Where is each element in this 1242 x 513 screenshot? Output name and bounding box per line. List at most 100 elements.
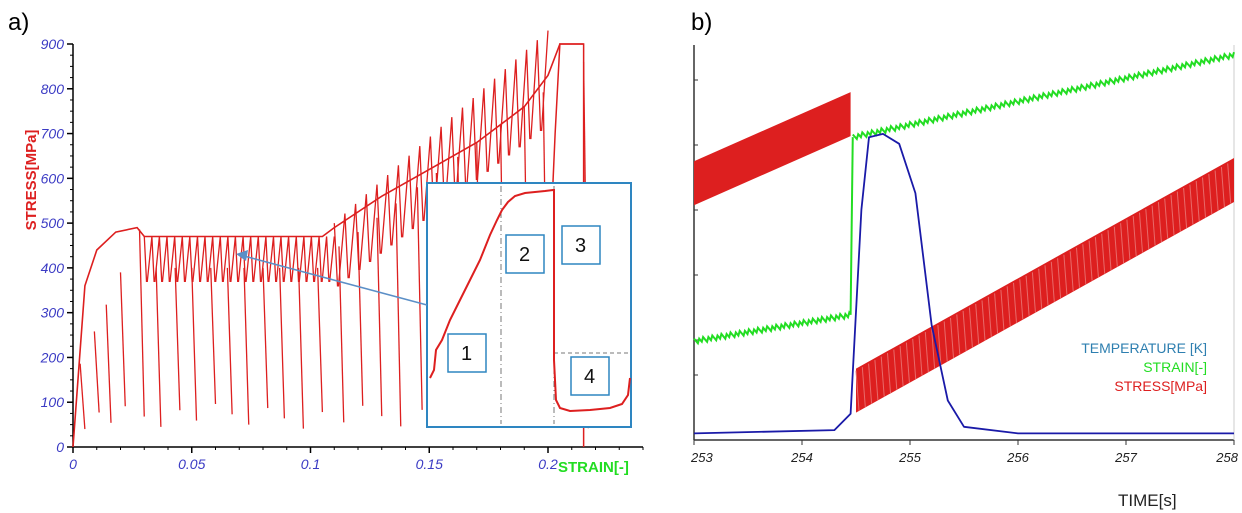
stress-noise [887, 353, 891, 394]
inset-box-2 [505, 234, 545, 274]
y-tick-label-a: 800 [41, 81, 65, 97]
stress-noise [1013, 282, 1017, 323]
y-tick-label-a: 100 [41, 394, 65, 410]
inset-label-1: 1 [461, 343, 472, 365]
stress-noise [861, 367, 866, 408]
unload-drop [155, 267, 162, 427]
stress-noise [1057, 258, 1062, 299]
stress-noise [924, 331, 929, 373]
inset-zoom: 1 2 3 4 [426, 182, 632, 428]
stress-noise [1220, 166, 1225, 208]
unload-drop [105, 304, 112, 423]
unload-drop [357, 232, 364, 406]
unload-drop [297, 267, 305, 429]
inset-pointer-line [243, 255, 428, 306]
unload-drop [243, 267, 250, 425]
y-tick-label-a: 900 [41, 36, 65, 52]
unload-drop [138, 229, 145, 417]
stress-noise [1038, 268, 1043, 309]
unload-drop [174, 267, 181, 411]
y-tick-label-a: 200 [40, 349, 65, 365]
stress-noise [931, 328, 936, 369]
unload-drop [119, 272, 126, 407]
x-tick-label-a: 0.2 [538, 456, 558, 472]
stress-noise [1025, 275, 1030, 316]
legend-stress: STRESS[MPa] [1114, 378, 1207, 394]
stress-noise [868, 363, 873, 404]
stress-noise [1101, 233, 1106, 274]
stress-noise [1189, 184, 1194, 225]
ticks-b: 253 254 255 256 257 258 [690, 79, 1239, 465]
unload-drop [278, 267, 286, 419]
stress-noise [1183, 188, 1188, 229]
stress-noise [880, 356, 885, 397]
unload-drop [316, 267, 324, 413]
time-history-chart: 253 254 255 256 257 258 TEMPERATURE [K] STRAI… [690, 45, 1239, 510]
stress-noise [1126, 219, 1131, 260]
y-tick-label-a: 300 [41, 305, 65, 321]
x-tick-label-b: 258 [1215, 450, 1238, 465]
x-tick-label-b: 255 [898, 450, 921, 465]
strain-line-before [693, 310, 852, 346]
stress-noise [956, 314, 961, 355]
ticks-a: 0 100 200 300 400 500 600 700 800 900 0 0.05 0.1 0.15… [40, 36, 644, 472]
unload-drop [338, 246, 345, 423]
inset-pointer-arrowhead [236, 250, 248, 261]
y-tick-label-a: 600 [41, 170, 65, 186]
stress-noise [981, 300, 986, 341]
stress-noise [994, 293, 999, 334]
stress-noise [1094, 237, 1099, 278]
y-axis-label-a: STRESS[MPa] [23, 130, 40, 231]
unload-drop [79, 363, 86, 430]
stress-noise [893, 349, 898, 390]
stress-noise [1107, 230, 1112, 271]
y-tick-label-a: 400 [41, 260, 65, 276]
stress-noise [1113, 226, 1118, 267]
stress-series-line [72, 43, 584, 448]
unload-drop [416, 187, 423, 410]
stress-noise [1176, 191, 1181, 232]
stress-noise [937, 324, 942, 366]
stress-noise [950, 317, 954, 358]
x-tick-label-b: 254 [790, 450, 813, 465]
inset-label-4: 4 [584, 366, 595, 388]
x-tick-label-b: 256 [1006, 450, 1029, 465]
y-tick-label-a: 0 [56, 439, 64, 455]
stress-noise [1000, 289, 1005, 330]
stress-noise [1151, 205, 1156, 246]
stress-noise [1139, 212, 1143, 253]
stress-noise [912, 338, 917, 380]
stress-noise [1157, 202, 1162, 243]
stress-noise [1214, 170, 1219, 211]
stress-noise [1050, 261, 1055, 302]
y-tick-label-a: 500 [41, 215, 65, 231]
stress-noise [1164, 198, 1169, 239]
inset-label-2: 2 [519, 244, 530, 266]
x-tick-label-a: 0.05 [178, 456, 205, 472]
stress-noise [1082, 244, 1087, 285]
stress-noise [874, 360, 879, 401]
panel-label-b: b) [691, 9, 712, 36]
stress-noise [1227, 163, 1232, 204]
x-tick-label-a: 0 [69, 456, 77, 472]
panel-label-a: a) [8, 9, 29, 36]
x-tick-label-b: 253 [690, 450, 713, 465]
unload-drop [210, 267, 217, 405]
stress-strain-chart: 0 100 200 300 400 500 600 700 800 900 0 0.05 0.1 0.15… [23, 30, 644, 476]
inset-box-4 [570, 356, 610, 396]
unload-drop [93, 331, 100, 413]
x-axis-label-b: TIME[s] [1118, 491, 1177, 510]
stress-noise [1195, 180, 1200, 222]
inset-box-3 [561, 225, 601, 265]
stress-noise [1031, 272, 1036, 313]
series-group-b [693, 51, 1235, 435]
stress-noise [987, 296, 992, 337]
stress-noise [1044, 265, 1049, 306]
stress-noise [918, 335, 923, 376]
unload-drop [376, 217, 383, 417]
stress-noise [962, 310, 967, 351]
stress-noise [1063, 254, 1068, 295]
y-tick-label-a: 700 [41, 126, 65, 142]
unload-drop [395, 203, 402, 427]
